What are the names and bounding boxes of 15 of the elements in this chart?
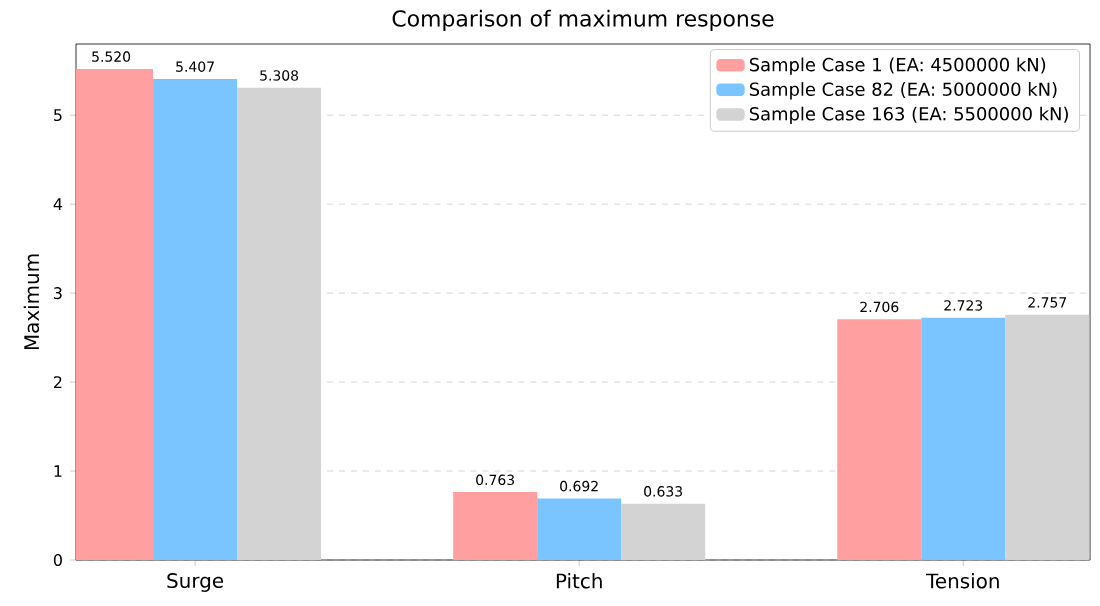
legend-label: Sample Case 163 (EA: 5500000 kN) [749,106,1068,125]
legend-label: Sample Case 1 (EA: 4500000 kN) [749,57,1046,75]
bar [837,319,922,560]
bar [537,498,622,560]
bar [621,503,706,560]
x-tick-label: Pitch [556,573,602,589]
bar [921,317,1006,560]
bar [453,492,538,560]
legend-label: Sample Case 82 (EA: 5000000 kN) [749,82,1057,100]
y-axis-title: Maximum [23,254,40,350]
x-tick-label: Tension [926,573,999,589]
x-tick-label: Surge [167,573,224,592]
bar [1005,314,1090,560]
bar [237,87,322,560]
chart-title: Comparison of maximum response [392,9,774,32]
